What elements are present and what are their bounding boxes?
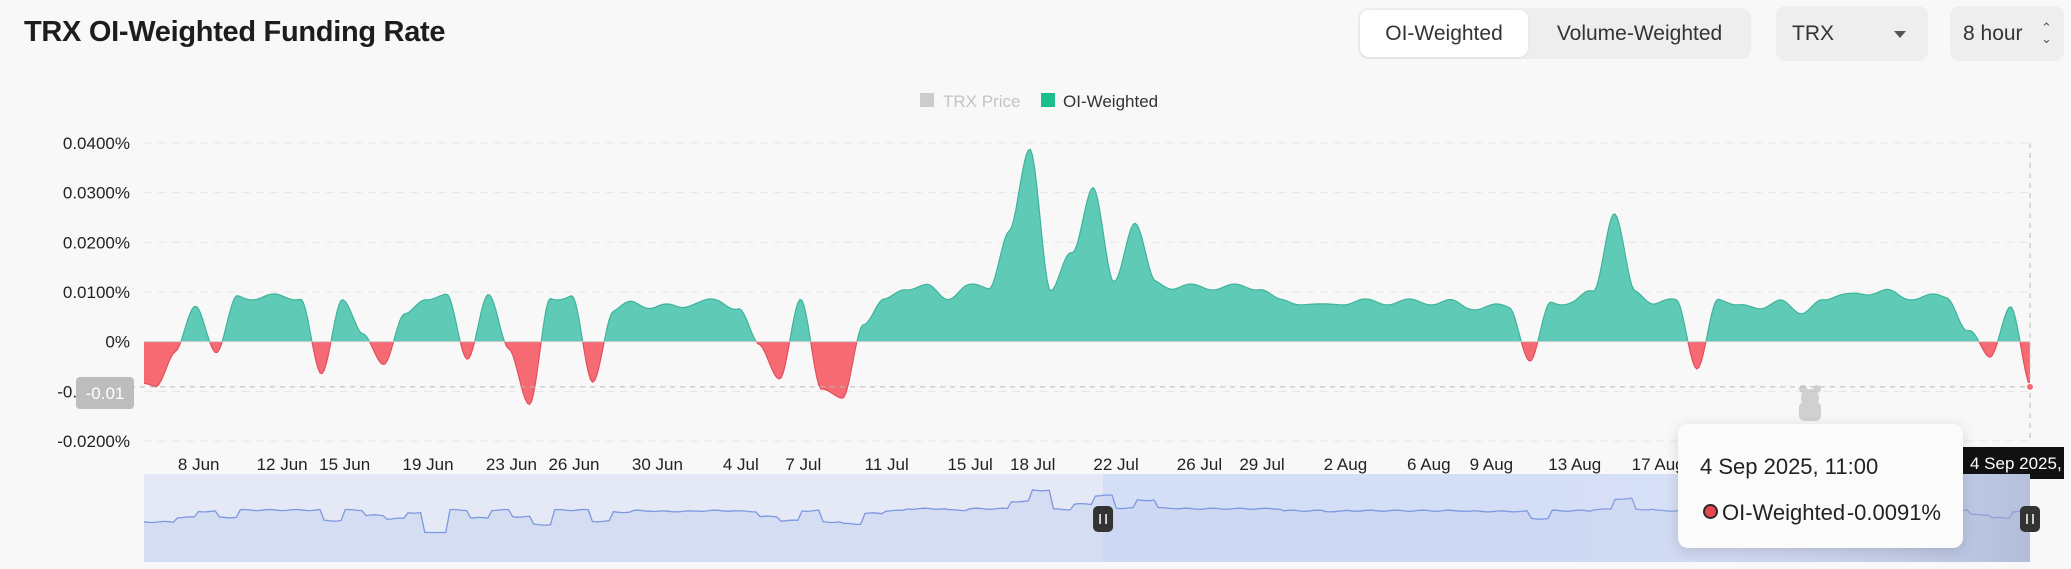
volume-weighted-tab[interactable]: Volume-Weighted xyxy=(1556,22,1723,45)
x-tick-label: 15 Jun xyxy=(319,455,370,474)
x-tick-label: 9 Aug xyxy=(1470,455,1514,474)
weighting-toggle: OI-Weighted Volume-Weighted xyxy=(1358,8,1751,59)
y-tick-label: 0.0100% xyxy=(63,283,130,302)
tooltip-date: 4 Sep 2025, 11:00 xyxy=(1700,454,1879,479)
x-tick-label: 26 Jun xyxy=(548,455,599,474)
crosshair-x-label: 4 Sep 2025, 11:00 xyxy=(1970,454,2071,473)
page-title: TRX OI-Weighted Funding Rate xyxy=(24,16,446,48)
caret-down-icon xyxy=(1894,31,1906,38)
positive-area-group xyxy=(180,148,2021,342)
interval-select-value: 8 hour xyxy=(1963,22,2023,45)
coin-select-value: TRX xyxy=(1792,22,1834,45)
x-tick-label: 4 Jul xyxy=(723,455,759,474)
crosshair-x-badge xyxy=(1960,447,2064,479)
x-tick-label: 23 Jun xyxy=(486,455,537,474)
x-tick-label: 13 Aug xyxy=(1548,455,1601,474)
x-tick-label: 11 Jul xyxy=(865,455,909,474)
chart-tooltip: 4 Sep 2025, 11:00 OI-Weighted -0.0091% xyxy=(1678,424,1963,548)
x-tick-label: 18 Jul xyxy=(1010,455,1055,474)
series-dot-icon xyxy=(1703,504,1718,519)
y-tick-label: 0.0200% xyxy=(63,233,130,252)
y-tick-label: -0.0200% xyxy=(57,432,130,451)
x-tick-label: 17 Aug xyxy=(1632,455,1685,474)
navigator-right-handle[interactable] xyxy=(2020,506,2040,532)
tooltip-series-name: OI-Weighted xyxy=(1722,500,1846,525)
positive-line xyxy=(180,148,2021,342)
y-tick-label: 0.0400% xyxy=(63,134,130,153)
x-tick-label: 6 Aug xyxy=(1407,455,1451,474)
crosshair-y-badge xyxy=(76,377,134,409)
crosshair-point xyxy=(2026,382,2034,391)
y-tick-label: 0.0300% xyxy=(63,184,130,203)
x-tick-label: 19 Jun xyxy=(403,455,454,474)
x-tick-label: 29 Jul xyxy=(1239,455,1284,474)
coin-select[interactable]: TRX xyxy=(1776,6,1928,61)
legend-label-price[interactable]: TRX Price xyxy=(943,92,1020,111)
crosshair-y-label: -0.01 xyxy=(86,384,125,403)
y-tick-label: 0% xyxy=(105,333,130,352)
negative-area xyxy=(144,341,2030,405)
positive-area xyxy=(180,149,2021,342)
coinglass-watermark xyxy=(1799,385,1821,421)
x-tick-label: 15 Jul xyxy=(947,455,992,474)
chevron-up-down-icon: ⌃ ⌄ xyxy=(2041,20,2052,46)
x-tick-label: 8 Jun xyxy=(178,455,220,474)
x-tick-label: 2 Aug xyxy=(1324,455,1368,474)
x-tick-label: 7 Jul xyxy=(785,455,821,474)
tooltip-value: -0.0091% xyxy=(1846,500,1941,525)
interval-select[interactable]: 8 hour ⌃ ⌄ xyxy=(1950,6,2064,61)
x-tick-label: 12 Jun xyxy=(257,455,308,474)
x-tick-label: 30 Jun xyxy=(632,455,683,474)
legend-swatch-oi xyxy=(1041,93,1055,107)
x-tick-label: 26 Jul xyxy=(1177,455,1222,474)
navigator-left-handle[interactable] xyxy=(1093,506,1114,532)
legend-swatch-price xyxy=(920,93,934,107)
x-tick-label: 22 Jul xyxy=(1093,455,1138,474)
navigator-area xyxy=(144,489,2030,562)
oi-weighted-tab[interactable]: OI-Weighted xyxy=(1360,10,1528,57)
legend-label-oi[interactable]: OI-Weighted xyxy=(1063,92,1158,111)
negative-area-group xyxy=(143,341,2031,406)
